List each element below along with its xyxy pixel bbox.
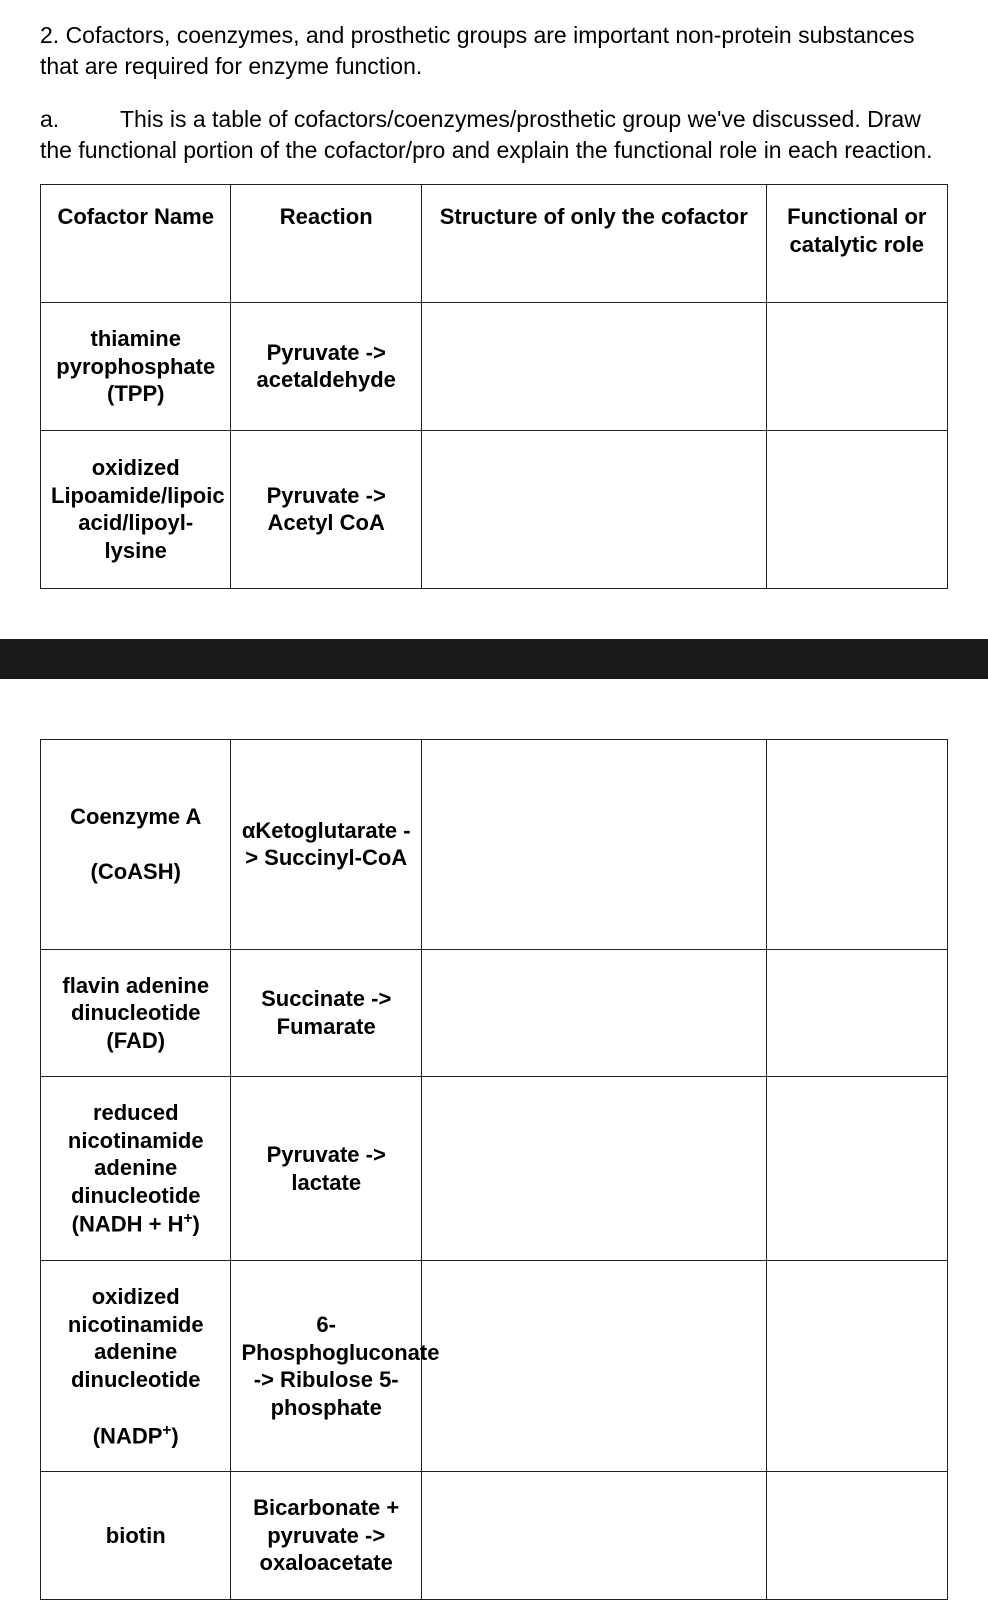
table-row: flavin adenine dinucleotide (FAD) Succin… xyxy=(41,949,948,1077)
sub-letter: a. xyxy=(40,104,120,135)
sub-body: This is a table of cofactors/coenzymes/p… xyxy=(40,106,932,163)
cell-reaction: Pyruvate -> Acetyl CoA xyxy=(231,430,421,588)
cell-structure xyxy=(421,1472,766,1600)
th-role: Functional or catalytic role xyxy=(766,185,947,303)
cell-name: oxidized Lipoamide/lipoic acid/lipoyl-ly… xyxy=(41,430,231,588)
cell-structure xyxy=(421,949,766,1077)
cell-structure xyxy=(421,1261,766,1472)
table-row: Coenzyme A(CoASH) αKetoglutarate -> Succ… xyxy=(41,739,948,949)
th-structure: Structure of only the cofactor xyxy=(421,185,766,303)
cell-role xyxy=(766,430,947,588)
cell-name: reduced nicotinamide adenine dinucleotid… xyxy=(41,1077,231,1261)
table-row: oxidized Lipoamide/lipoic acid/lipoyl-ly… xyxy=(41,430,948,588)
cell-reaction: 6-Phosphogluconate -> Ribulose 5-phospha… xyxy=(231,1261,421,1472)
cell-role xyxy=(766,1261,947,1472)
cell-name: oxidized nicotinamide adenine dinucleoti… xyxy=(41,1261,231,1472)
cell-reaction: Pyruvate -> lactate xyxy=(231,1077,421,1261)
top-content: 2. Cofactors, coenzymes, and prosthetic … xyxy=(0,0,988,599)
th-reaction: Reaction xyxy=(231,185,421,303)
cofactor-table-top: Cofactor Name Reaction Structure of only… xyxy=(40,184,948,589)
cell-role xyxy=(766,1472,947,1600)
cell-structure xyxy=(421,430,766,588)
cell-structure xyxy=(421,739,766,949)
bottom-content: Coenzyme A(CoASH) αKetoglutarate -> Succ… xyxy=(0,719,988,1610)
cell-role xyxy=(766,739,947,949)
cell-reaction: Pyruvate -> acetaldehyde xyxy=(231,303,421,431)
cell-reaction: αKetoglutarate -> Succinyl-CoA xyxy=(231,739,421,949)
cell-structure xyxy=(421,1077,766,1261)
cell-reaction: Succinate -> Fumarate xyxy=(231,949,421,1077)
cell-role xyxy=(766,303,947,431)
cell-role xyxy=(766,1077,947,1261)
cell-reaction: Bicarbonate + pyruvate -> oxaloacetate xyxy=(231,1472,421,1600)
cell-name: flavin adenine dinucleotide (FAD) xyxy=(41,949,231,1077)
th-name: Cofactor Name xyxy=(41,185,231,303)
cell-name: Coenzyme A(CoASH) xyxy=(41,739,231,949)
table-row: thiamine pyrophosphate (TPP) Pyruvate ->… xyxy=(41,303,948,431)
cofactor-table-bottom: Coenzyme A(CoASH) αKetoglutarate -> Succ… xyxy=(40,739,948,1600)
table-header-row: Cofactor Name Reaction Structure of only… xyxy=(41,185,948,303)
cell-structure xyxy=(421,303,766,431)
page: 2. Cofactors, coenzymes, and prosthetic … xyxy=(0,0,988,1610)
sub-paragraph: a.This is a table of cofactors/coenzymes… xyxy=(40,104,948,166)
intro-paragraph: 2. Cofactors, coenzymes, and prosthetic … xyxy=(40,20,948,82)
cell-name: thiamine pyrophosphate (TPP) xyxy=(41,303,231,431)
table-row: biotin Bicarbonate + pyruvate -> oxaloac… xyxy=(41,1472,948,1600)
table-row: oxidized nicotinamide adenine dinucleoti… xyxy=(41,1261,948,1472)
cell-name: biotin xyxy=(41,1472,231,1600)
page-separator-bar xyxy=(0,639,988,679)
cell-role xyxy=(766,949,947,1077)
table-row: reduced nicotinamide adenine dinucleotid… xyxy=(41,1077,948,1261)
table-header: Cofactor Name Reaction Structure of only… xyxy=(41,185,948,303)
